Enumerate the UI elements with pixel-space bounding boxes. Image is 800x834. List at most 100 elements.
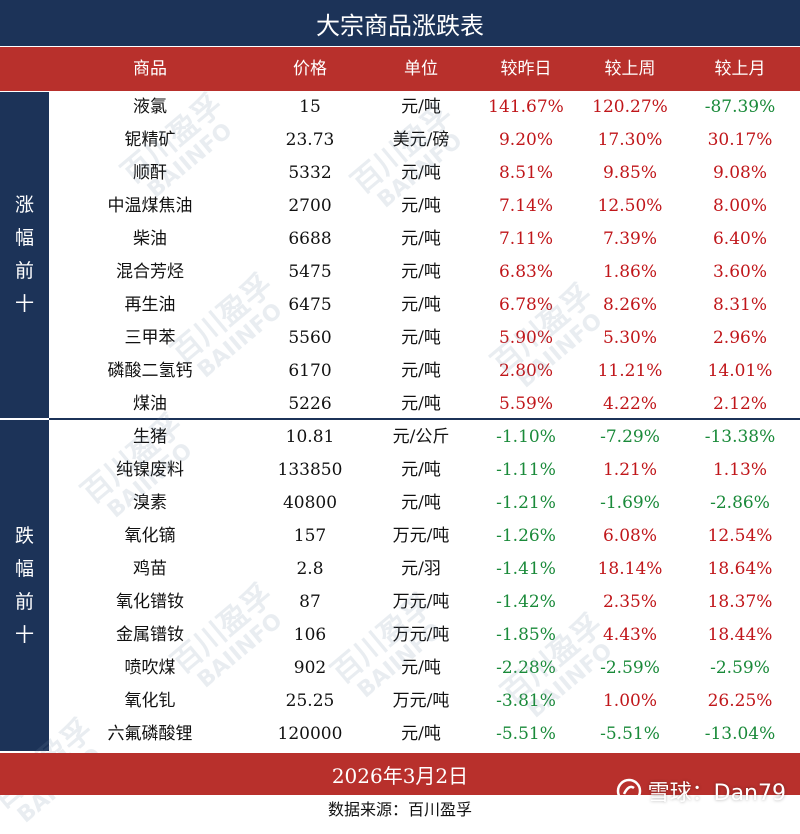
- unit-cell: 元/吨: [401, 724, 441, 744]
- vs-last-month-cell: 18.64%: [707, 559, 773, 579]
- vs-yesterday-cell: 8.51%: [498, 163, 554, 183]
- header-unit: 单位: [404, 59, 438, 79]
- vs-yesterday-cell: 5.90%: [498, 328, 554, 348]
- section-label-top-losers: 跌幅前十: [0, 420, 49, 751]
- price-cell: 6688: [288, 229, 332, 249]
- unit-cell: 元/吨: [401, 460, 441, 480]
- vs-yesterday-cell: -3.81%: [496, 691, 556, 711]
- commodity-cell: 氧化钆: [124, 691, 176, 711]
- xueqiu-logo-icon: [616, 778, 641, 804]
- vs-last-month-cell: -2.86%: [710, 493, 770, 513]
- commodity-cell: 氧化镝: [124, 526, 176, 546]
- commodity-cell: 柴油: [133, 229, 167, 249]
- vs-last-month-cell: 26.25%: [707, 691, 773, 711]
- vs-last-month-cell: -13.04%: [704, 724, 776, 744]
- vs-last-week-cell: 5.30%: [602, 328, 658, 348]
- price-cell: 133850: [277, 460, 343, 480]
- vs-last-week-cell: 8.26%: [602, 295, 658, 315]
- vs-last-month-cell: 2.12%: [712, 394, 768, 414]
- price-cell: 106: [293, 625, 327, 645]
- vs-last-week-cell: 6.08%: [602, 526, 658, 546]
- unit-cell: 元/吨: [401, 163, 441, 183]
- table-row: 喷吹煤 902 元/吨 -2.28% -2.59% -2.59%: [49, 652, 800, 685]
- vs-last-month-cell: 30.17%: [707, 130, 773, 150]
- header-commodity: 商品: [133, 59, 167, 79]
- unit-cell: 元/吨: [401, 361, 441, 381]
- header-vs-last-week: 较上周: [604, 59, 656, 79]
- price-cell: 120000: [277, 724, 343, 744]
- vs-yesterday-cell: 9.20%: [498, 130, 554, 150]
- table-row: 生猪 10.81 元/公斤 -1.10% -7.29% -13.38%: [49, 421, 800, 454]
- price-cell: 5332: [288, 163, 332, 183]
- table-row: 煤油 5226 元/吨 5.59% 4.22% 2.12%: [49, 388, 800, 421]
- vs-yesterday-cell: 7.14%: [498, 196, 554, 216]
- vs-last-week-cell: -1.69%: [600, 493, 660, 513]
- unit-cell: 元/羽: [401, 559, 441, 579]
- table-row: 氧化镝 157 万元/吨 -1.26% 6.08% 12.54%: [49, 520, 800, 553]
- price-cell: 5475: [288, 262, 332, 282]
- vs-yesterday-cell: -1.42%: [496, 592, 556, 612]
- unit-cell: 元/吨: [401, 229, 441, 249]
- vs-yesterday-cell: 141.67%: [488, 97, 564, 117]
- price-cell: 87: [299, 592, 321, 612]
- table-row: 磷酸二氢钙 6170 元/吨 2.80% 11.21% 14.01%: [49, 355, 800, 388]
- vs-yesterday-cell: -1.26%: [496, 526, 556, 546]
- commodity-cell: 三甲苯: [124, 328, 176, 348]
- xueqiu-watermark: 雪球：Dan79: [616, 775, 786, 807]
- unit-cell: 元/吨: [401, 394, 441, 414]
- table-row: 溴素 40800 元/吨 -1.21% -1.69% -2.86%: [49, 487, 800, 520]
- price-cell: 15: [299, 97, 321, 117]
- vs-yesterday-cell: -5.51%: [496, 724, 556, 744]
- vs-last-week-cell: 1.86%: [602, 262, 658, 282]
- vs-last-week-cell: 7.39%: [602, 229, 658, 249]
- table-row: 六氟磷酸锂 120000 元/吨 -5.51% -5.51% -13.04%: [49, 718, 800, 751]
- commodity-cell: 煤油: [133, 394, 167, 414]
- table-row: 铌精矿 23.73 美元/磅 9.20% 17.30% 30.17%: [49, 124, 800, 157]
- unit-cell: 元/吨: [401, 295, 441, 315]
- commodity-cell: 鸡苗: [133, 559, 167, 579]
- section-label-text: 涨幅前十: [14, 194, 34, 315]
- vs-last-week-cell: 9.85%: [602, 163, 658, 183]
- commodity-cell: 纯镍废料: [116, 460, 184, 480]
- section-divider: [49, 418, 800, 420]
- commodity-cell: 顺酐: [133, 163, 167, 183]
- commodity-cell: 再生油: [124, 295, 176, 315]
- vs-last-week-cell: -7.29%: [600, 427, 660, 447]
- section-label-top-gainers: 涨幅前十: [0, 92, 49, 418]
- commodity-cell: 铌精矿: [124, 130, 176, 150]
- price-cell: 157: [293, 526, 327, 546]
- vs-yesterday-cell: 2.80%: [498, 361, 554, 381]
- unit-cell: 万元/吨: [392, 691, 450, 711]
- unit-cell: 元/吨: [401, 328, 441, 348]
- unit-cell: 元/吨: [401, 658, 441, 678]
- price-cell: 10.81: [285, 427, 335, 447]
- vs-last-week-cell: 17.30%: [597, 130, 663, 150]
- vs-last-week-cell: 4.22%: [602, 394, 658, 414]
- vs-last-week-cell: 1.00%: [602, 691, 658, 711]
- vs-yesterday-cell: 5.59%: [498, 394, 554, 414]
- vs-last-month-cell: -87.39%: [704, 97, 776, 117]
- table-row: 三甲苯 5560 元/吨 5.90% 5.30% 2.96%: [49, 322, 800, 355]
- price-cell: 2700: [288, 196, 332, 216]
- vs-last-month-cell: 18.44%: [707, 625, 773, 645]
- vs-last-week-cell: 120.27%: [592, 97, 668, 117]
- vs-yesterday-cell: 6.83%: [498, 262, 554, 282]
- unit-cell: 美元/磅: [392, 130, 450, 150]
- vs-last-week-cell: 12.50%: [597, 196, 663, 216]
- table-row: 柴油 6688 元/吨 7.11% 7.39% 6.40%: [49, 223, 800, 256]
- vs-yesterday-cell: 7.11%: [498, 229, 554, 249]
- table-row: 再生油 6475 元/吨 6.78% 8.26% 8.31%: [49, 289, 800, 322]
- vs-yesterday-cell: -1.21%: [496, 493, 556, 513]
- section-label-text: 跌幅前十: [14, 524, 34, 646]
- vs-last-month-cell: -13.38%: [704, 427, 776, 447]
- price-cell: 902: [293, 658, 327, 678]
- unit-cell: 元/公斤: [392, 427, 450, 447]
- vs-last-week-cell: 2.35%: [602, 592, 658, 612]
- vs-yesterday-cell: -2.28%: [496, 658, 556, 678]
- commodity-cell: 磷酸二氢钙: [107, 361, 193, 381]
- vs-last-week-cell: 1.21%: [602, 460, 658, 480]
- unit-cell: 元/吨: [401, 493, 441, 513]
- unit-cell: 元/吨: [401, 97, 441, 117]
- price-cell: 6170: [288, 361, 332, 381]
- vs-last-month-cell: 8.00%: [712, 196, 768, 216]
